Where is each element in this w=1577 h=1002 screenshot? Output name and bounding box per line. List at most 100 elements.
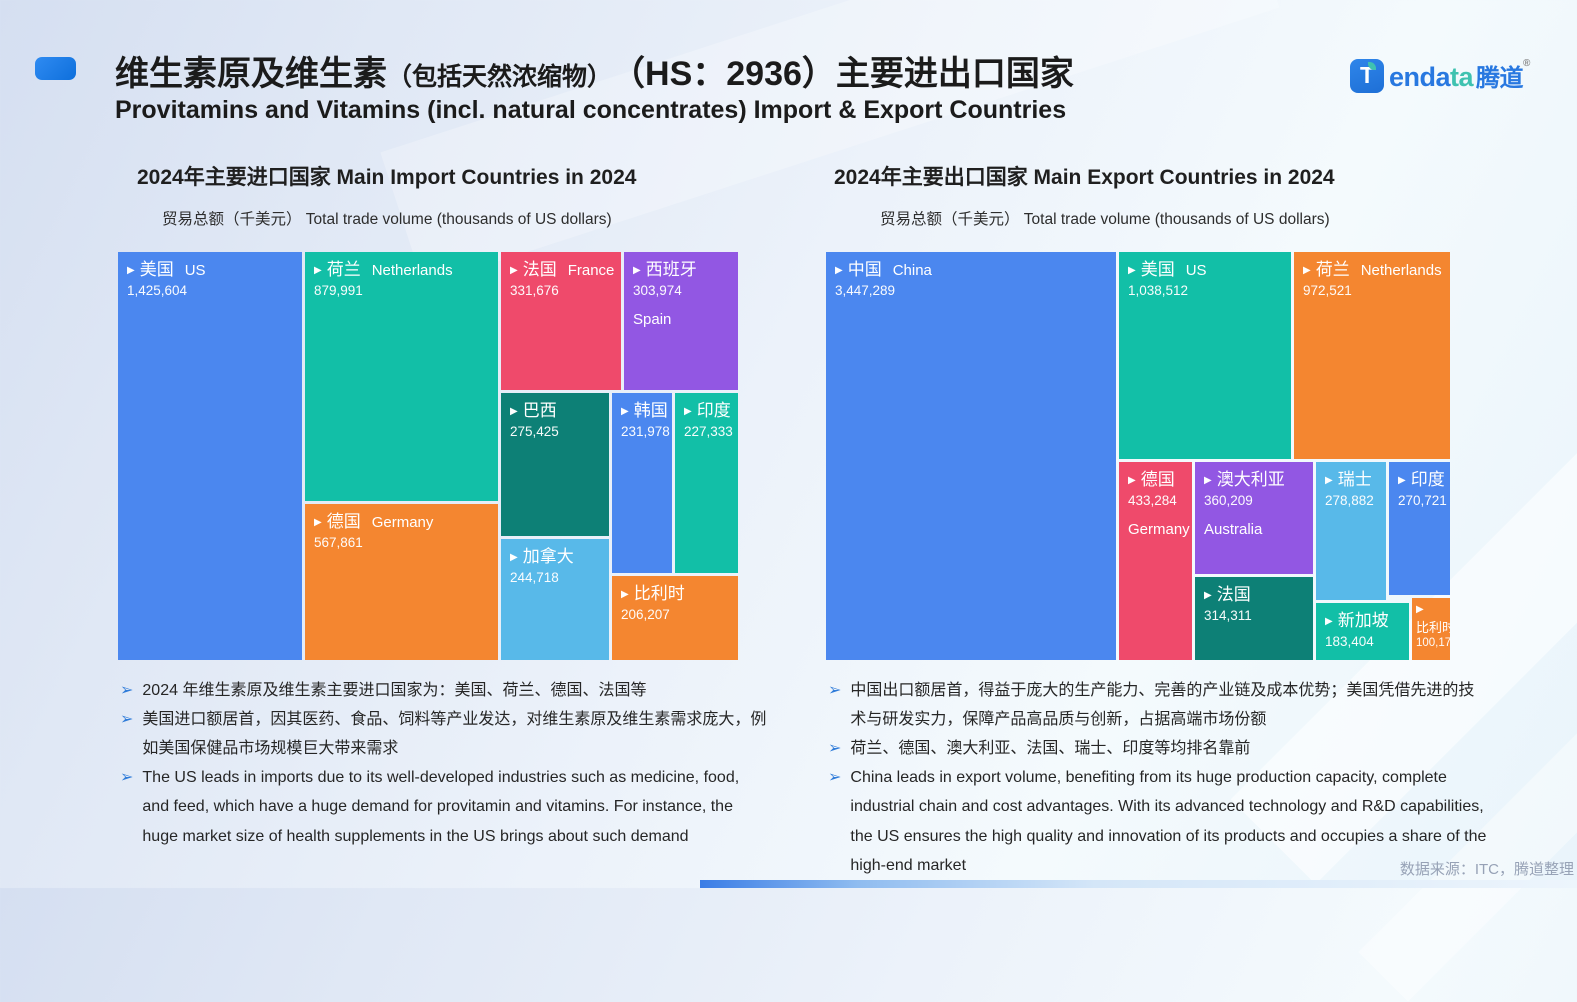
bullet-arrow-icon: ➢ xyxy=(120,769,134,787)
tile-value: 1,038,512 xyxy=(1128,282,1189,298)
expand-triangle-icon: ▶ xyxy=(127,265,135,276)
tile-name-cn: 美国 xyxy=(1140,260,1175,279)
expand-triangle-icon: ▶ xyxy=(1398,475,1406,486)
tile-value: 879,991 xyxy=(314,282,363,298)
tile-name-cn: 德国 xyxy=(1140,470,1175,489)
treemap-tile-import-germany[interactable]: ▶ 德国 Germany 567,861 xyxy=(305,504,498,660)
logo-wordmark: endata 腾道® xyxy=(1389,58,1530,93)
tile-name: ▶ 德国 xyxy=(1128,469,1183,492)
tile-value: 1,425,604 xyxy=(127,282,188,298)
expand-triangle-icon: ▶ xyxy=(314,517,322,528)
tile-name: ▶ 巴西 xyxy=(510,400,600,423)
tile-value: 303,974 xyxy=(633,282,682,298)
tile-name-cn: 印度 xyxy=(1410,470,1445,489)
tile-value: 244,718 xyxy=(510,569,559,585)
tile-name: ▶ 美国 US xyxy=(1128,259,1282,282)
tile-name: ▶ 比利时 xyxy=(621,583,729,606)
bullet-arrow-icon: ➢ xyxy=(120,711,134,729)
treemap-tile-import-brazil[interactable]: ▶ 巴西 275,425 xyxy=(501,393,609,536)
treemap-tile-import-spain[interactable]: ▶ 西班牙 303,974 Spain xyxy=(624,252,738,390)
expand-triangle-icon: ▶ xyxy=(1128,475,1136,486)
treemap-tile-export-india[interactable]: ▶ 印度 270,721 xyxy=(1389,462,1450,595)
bullet-text: China leads in export volume, benefiting… xyxy=(850,769,1487,874)
treemap-tile-export-singapore[interactable]: ▶ 新加坡 183,404 xyxy=(1316,603,1409,660)
tile-name-cn: 韩国 xyxy=(633,401,668,420)
expand-triangle-icon: ▶ xyxy=(1204,475,1212,486)
treemap-tile-export-france[interactable]: ▶ 法国 314,311 xyxy=(1195,577,1313,660)
export-treemap: ▶ 中国 China 3,447,289 ▶ 美国 US 1,038,512 ▶ 荷兰 Nether… xyxy=(826,252,1450,661)
page-subtitle: Provitamins and Vitamins (incl. natural … xyxy=(115,96,1067,124)
treemap-tile-import-netherlands[interactable]: ▶ 荷兰 Netherlands 879,991 xyxy=(305,252,498,501)
expand-triangle-icon: ▶ xyxy=(1204,590,1212,601)
treemap-tile-export-germany[interactable]: ▶ 德国 433,284 Germany xyxy=(1119,462,1192,660)
tile-value: 183,404 xyxy=(1325,633,1374,649)
expand-triangle-icon: ▶ xyxy=(1303,265,1311,276)
tile-name-en: Germany xyxy=(371,514,434,531)
tile-name: ▶ 荷兰 Netherlands xyxy=(1303,259,1442,282)
bullet-arrow-icon: ➢ xyxy=(828,769,842,787)
expand-triangle-icon: ▶ xyxy=(684,406,692,417)
tile-name-en: US xyxy=(184,262,206,279)
logo-leaf-icon xyxy=(1368,61,1376,70)
tile-name: ▶ 印度 xyxy=(684,400,731,423)
tile-name: ▶ 德国 Germany xyxy=(314,511,489,534)
tile-name-cn: 德国 xyxy=(326,512,361,531)
tile-value: 227,333 xyxy=(684,423,733,439)
treemap-tile-export-us[interactable]: ▶ 美国 US 1,038,512 xyxy=(1119,252,1291,459)
expand-triangle-icon: ▶ xyxy=(1416,604,1424,615)
tile-name-cn: 新加坡 xyxy=(1337,611,1389,630)
tile-name: ▶ 中国 China xyxy=(835,259,1107,282)
tile-name-cn: 瑞士 xyxy=(1337,470,1372,489)
expand-triangle-icon: ▶ xyxy=(621,589,629,600)
tile-name-cn: 法国 xyxy=(1216,585,1251,604)
tile-name-cn: 法国 xyxy=(522,260,557,279)
tile-name: ▶ 澳大利亚 xyxy=(1204,469,1304,492)
bullet-text: The US leads in imports due to its well-… xyxy=(142,769,740,845)
bullet-item: ➢ China leads in export volume, benefitin… xyxy=(828,763,1490,879)
treemap-tile-import-france[interactable]: ▶ 法国 France 331,676 xyxy=(501,252,621,390)
tile-value: 206,207 xyxy=(621,606,670,622)
treemap-tile-export-switzerland[interactable]: ▶ 瑞士 278,882 xyxy=(1316,462,1386,600)
expand-triangle-icon: ▶ xyxy=(314,265,322,276)
tile-name-cn: 印度 xyxy=(696,401,731,420)
tile-value: 278,882 xyxy=(1325,492,1374,508)
expand-triangle-icon: ▶ xyxy=(1128,265,1136,276)
bullet-arrow-icon: ➢ xyxy=(828,682,842,699)
page-title: 维生素原及维生素（包括天然浓缩物） （HS：2936）主要进出口国家 xyxy=(115,46,1074,95)
title-bullet-decoration xyxy=(35,57,76,80)
treemap-tile-export-china[interactable]: ▶ 中国 China 3,447,289 xyxy=(826,252,1116,660)
tile-name-en: US xyxy=(1185,262,1207,279)
import-treemap: ▶ 美国 US 1,425,604 ▶ 荷兰 Netherlands 879,991 ▶ 德国 Ge… xyxy=(118,252,738,661)
tile-value: 270,721 xyxy=(1398,492,1447,508)
tile-name-cn: 比利时 xyxy=(633,584,685,603)
bottom-bar-decoration xyxy=(700,880,1577,888)
tile-name-en: Netherlands xyxy=(1360,262,1442,279)
expand-triangle-icon: ▶ xyxy=(1325,475,1333,486)
tile-name: ▶ 新加坡 xyxy=(1325,610,1400,633)
logo-text-blue: enda xyxy=(1389,62,1451,92)
bullet-item: ➢ The US leads in imports due to its well… xyxy=(120,763,770,850)
tile-name-en: France xyxy=(567,262,615,279)
export-bullet-list: ➢ 中国出口额居首，得益于庞大的生产能力、完善的产业链及成本优势；美国凭借先进的技… xyxy=(828,676,1490,880)
treemap-tile-export-australia[interactable]: ▶ 澳大利亚 360,209 Australia xyxy=(1195,462,1313,574)
treemap-tile-import-india[interactable]: ▶ 印度 227,333 xyxy=(675,393,738,573)
treemap-tile-export-netherlands[interactable]: ▶ 荷兰 Netherlands 972,521 xyxy=(1294,252,1450,459)
tendata-logo-icon: T xyxy=(1350,58,1384,93)
bullet-item: ➢ 中国出口额居首，得益于庞大的生产能力、完善的产业链及成本优势；美国凭借先进的技… xyxy=(828,676,1490,734)
treemap-tile-export-belgium[interactable]: ▶ 比利时 100,174 xyxy=(1412,598,1450,660)
import-section-heading: 2024年主要进口国家 Main Import Countries in 202… xyxy=(137,166,637,189)
treemap-tile-import-us[interactable]: ▶ 美国 US 1,425,604 xyxy=(118,252,302,660)
import-unit-label: 贸易总额（千美元） Total trade volume (thousands … xyxy=(162,211,612,228)
bullet-text: 美国进口额居首，因其医药、食品、饲料等产业发达，对维生素原及维生素需求庞大，例如… xyxy=(142,711,767,758)
treemap-tile-import-canada[interactable]: ▶ 加拿大 244,718 xyxy=(501,539,609,660)
tile-name: ▶ 韩国 xyxy=(621,400,668,423)
tile-name-cn: 荷兰 xyxy=(1315,260,1350,279)
bullet-arrow-icon: ➢ xyxy=(120,682,134,699)
expand-triangle-icon: ▶ xyxy=(510,406,518,417)
treemap-tile-import-belgium[interactable]: ▶ 比利时 206,207 xyxy=(612,576,738,660)
tile-name: ▶ 法国 France xyxy=(510,259,615,282)
tile-name: ▶ 印度 xyxy=(1398,469,1445,492)
treemap-tile-import-korea[interactable]: ▶ 韩国 231,978 xyxy=(612,393,672,573)
data-source-note: 数据来源：ITC，腾道整理 xyxy=(1399,861,1574,878)
tile-name-cn: 澳大利亚 xyxy=(1216,470,1285,489)
